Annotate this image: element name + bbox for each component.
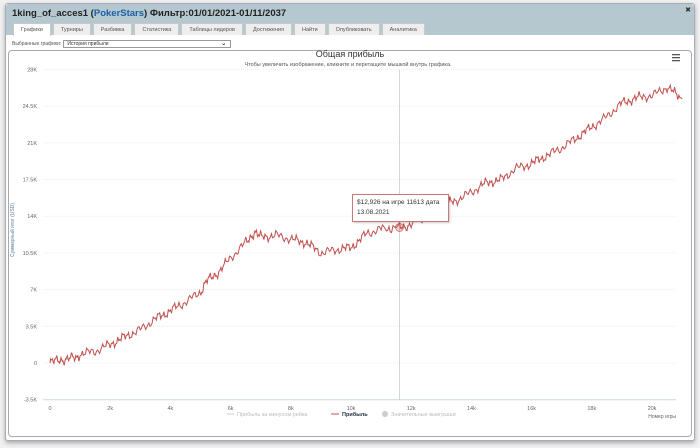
- y-tick-label: 28K: [27, 67, 37, 73]
- y-tick-label: -3.5K: [24, 398, 37, 404]
- x-tick-label: 0: [48, 406, 51, 412]
- x-tick-label: 20k: [648, 406, 657, 412]
- y-axis-label: Суммарный итог (USD): [9, 203, 16, 257]
- profit-series-line[interactable]: [49, 83, 683, 366]
- x-tick-label: 8k: [288, 406, 294, 412]
- legend: Прибыль за минусом рейка Прибыль Значите…: [227, 411, 456, 418]
- x-tick-label: 4k: [167, 406, 173, 412]
- x-tick-label: 6k: [228, 406, 234, 412]
- y-tick-label: 14K: [27, 214, 37, 220]
- window-title: 1king_of_acces1 (PokerStars) Фильтр:01/0…: [12, 8, 287, 19]
- chart-window: 1king_of_acces1 (PokerStars) Фильтр:01/0…: [5, 3, 695, 441]
- close-icon[interactable]: ✖: [685, 7, 691, 14]
- window-header: 1king_of_acces1 (PokerStars) Фильтр:01/0…: [6, 4, 694, 36]
- x-axis-label: Номер игры: [648, 414, 676, 420]
- tab-8[interactable]: Аналитика: [381, 23, 425, 35]
- y-tick-label: 21K: [27, 141, 37, 147]
- y-tick-label: 17.5K: [23, 178, 38, 184]
- chart-select[interactable]: История прибыли ⌄: [63, 40, 232, 48]
- svg-text:Прибыль за минусом рейка: Прибыль за минусом рейка: [237, 411, 308, 418]
- legend-item-profit[interactable]: Прибыль: [331, 411, 368, 418]
- tooltip: $12,926 на игре 11613 дата 13.08.2021: [352, 194, 449, 222]
- chevron-down-icon: ⌄: [221, 41, 227, 47]
- tab-7[interactable]: Опубликовать: [327, 23, 380, 35]
- chart-selector-row: Выбранные графики: История прибыли ⌄: [12, 40, 232, 48]
- y-tick-label: 0: [34, 361, 37, 367]
- tab-4[interactable]: Таблицы лидеров: [181, 23, 243, 35]
- chart-panel[interactable]: [8, 50, 692, 437]
- legend-item-big-wins[interactable]: Значительные выигрыши: [382, 411, 456, 418]
- chart-title: Общая прибыль: [316, 49, 385, 59]
- room-link[interactable]: PokerStars: [93, 8, 145, 19]
- x-tick-label: 12k: [407, 406, 416, 412]
- tab-2[interactable]: Разбивка: [92, 23, 133, 35]
- tab-bar: Графики Турниры Разбивка Статистика Таблицы …: [13, 23, 425, 36]
- tab-1[interactable]: Турниры: [52, 23, 91, 35]
- x-tick-label: 2k: [107, 406, 113, 412]
- selector-label: Выбранные графики:: [12, 41, 62, 47]
- y-tick-label: 24.5K: [23, 104, 38, 110]
- x-tick-label: 14k: [467, 406, 476, 412]
- y-tick-label: 7K: [30, 288, 37, 294]
- chart-subtitle: Чтобы увеличить изображение, кликните и …: [244, 61, 452, 68]
- svg-text:Значительные выигрыши: Значительные выигрыши: [391, 412, 456, 418]
- x-tick-label: 10k: [347, 406, 356, 412]
- tab-0[interactable]: Графики: [13, 23, 51, 36]
- y-tick-label: 3.5K: [26, 324, 38, 330]
- tab-5[interactable]: Достижения: [244, 23, 292, 35]
- svg-text:Прибыль: Прибыль: [342, 411, 368, 418]
- menu-icon[interactable]: [672, 54, 680, 62]
- tab-6[interactable]: Найти: [293, 23, 326, 35]
- y-tick-label: 10.5K: [23, 251, 38, 257]
- tab-3[interactable]: Статистика: [134, 23, 180, 35]
- x-tick-label: 16k: [527, 406, 536, 412]
- legend-item-rake[interactable]: Прибыль за минусом рейка: [227, 411, 308, 418]
- x-tick-label: 18k: [587, 406, 596, 412]
- hover-point: [395, 223, 404, 232]
